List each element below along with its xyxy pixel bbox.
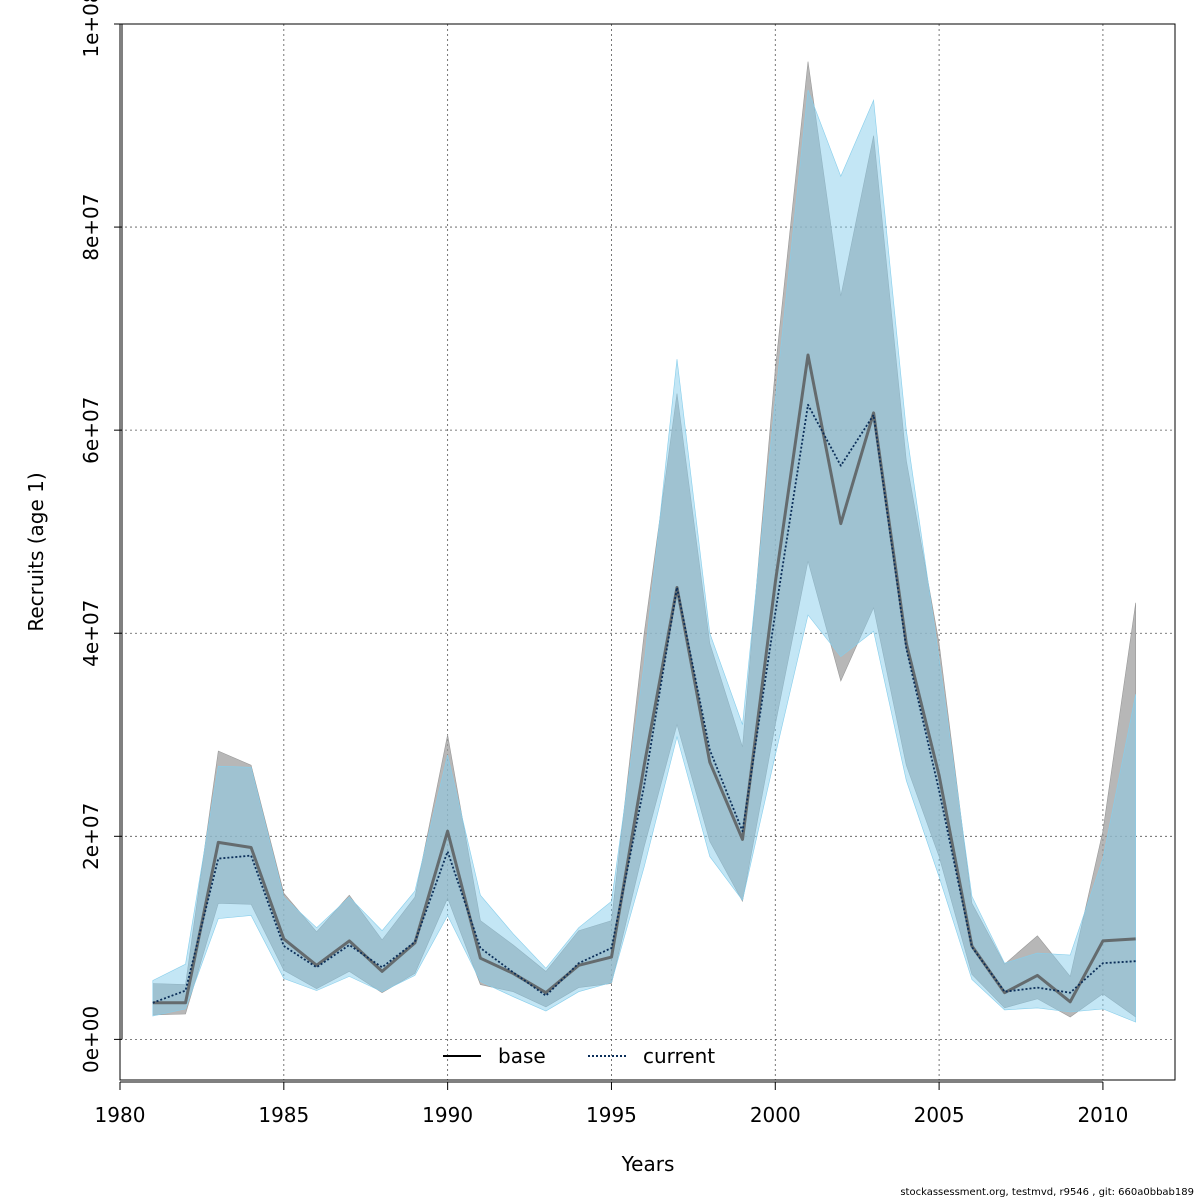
x-tick-label: 1980: [95, 1103, 146, 1127]
y-tick-label: 1e+08: [79, 0, 103, 58]
x-tick-label: 2010: [1077, 1103, 1128, 1127]
band-base: [152, 61, 1136, 1018]
confidence-bands: [152, 61, 1136, 1023]
y-tick-label: 6e+07: [79, 397, 103, 464]
series-line-base: [152, 353, 1136, 1005]
axes: 0e+00 2e+07 4e+07 6e+07 8e+07 1e+08 1980 1985 19…: [79, 0, 1128, 1127]
legend-label-base: base: [498, 1044, 546, 1068]
x-tick-label: 2000: [750, 1103, 801, 1127]
x-tick-label: 1995: [586, 1103, 637, 1127]
x-tick-label: 1985: [258, 1103, 309, 1127]
legend: base current: [443, 1044, 715, 1068]
y-axis-title: Recruits (age 1): [24, 472, 48, 631]
x-tick-label: 2005: [914, 1103, 965, 1127]
x-axis-title: Years: [621, 1152, 675, 1176]
y-tick-label: 8e+07: [79, 193, 103, 260]
band-current: [152, 89, 1136, 1023]
y-tick-label: 0e+00: [79, 1006, 103, 1073]
x-tick-label: 1990: [422, 1103, 473, 1127]
series-lines: [152, 353, 1136, 1005]
plot-frame: [119, 23, 1176, 1081]
y-tick-label: 2e+07: [79, 803, 103, 870]
footer-credit: stockassessment.org, testmvd, r9546 , gi…: [900, 1187, 1194, 1198]
y-tick-label: 4e+07: [79, 600, 103, 667]
legend-label-current: current: [643, 1044, 715, 1068]
